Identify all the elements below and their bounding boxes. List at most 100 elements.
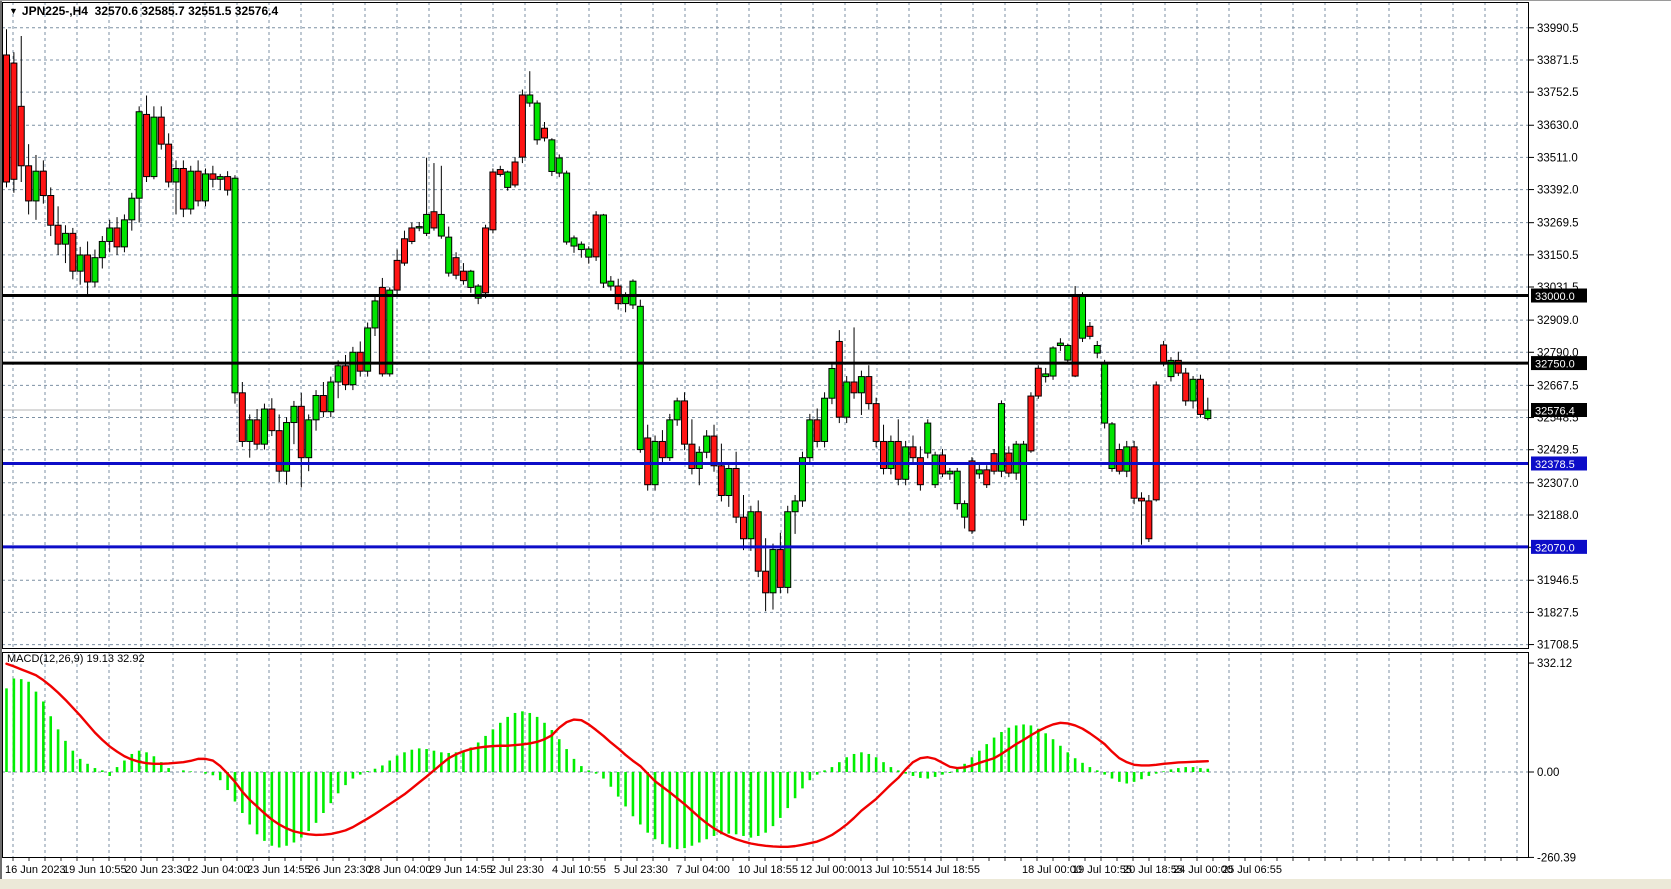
candle-body bbox=[909, 446, 917, 459]
candle-body bbox=[312, 395, 320, 421]
time-axis-label: 14 Jul 18:55 bbox=[920, 864, 980, 876]
symbol-dropdown-icon[interactable]: ▼ bbox=[9, 6, 18, 16]
price-badge bbox=[1531, 403, 1587, 417]
candle-body bbox=[1093, 345, 1101, 354]
candle-body bbox=[570, 237, 578, 247]
candle-body bbox=[165, 143, 173, 183]
candle-body bbox=[187, 170, 195, 210]
price-axis-label: 32429.5 bbox=[1537, 445, 1579, 457]
candle-body bbox=[681, 400, 689, 445]
candle-body bbox=[968, 460, 976, 532]
candle-body bbox=[224, 176, 232, 191]
candle-body bbox=[1167, 359, 1175, 378]
price-axis-label: 33392.0 bbox=[1537, 185, 1579, 197]
candle-body bbox=[1027, 395, 1035, 452]
quote-values: 32570.6 32585.7 32551.5 32576.4 bbox=[94, 4, 279, 18]
candle-body bbox=[194, 170, 202, 202]
candle-body bbox=[489, 171, 497, 231]
price-axis-label: 33150.5 bbox=[1537, 250, 1579, 262]
candle-body bbox=[349, 351, 357, 386]
candle-body bbox=[106, 227, 114, 242]
candle-body bbox=[201, 173, 209, 202]
price-axis-label: 31827.5 bbox=[1537, 607, 1579, 619]
candle-body bbox=[644, 437, 652, 486]
candle-body bbox=[518, 94, 526, 158]
candle-body bbox=[400, 238, 408, 264]
candle-body bbox=[894, 440, 902, 480]
candle-body bbox=[1174, 359, 1182, 374]
candle-body bbox=[703, 435, 711, 453]
time-axis-label: 18 Jul 00:00 bbox=[1022, 864, 1082, 876]
price-axis-label: 32667.5 bbox=[1537, 380, 1579, 392]
candle-body bbox=[710, 435, 718, 467]
candle-body bbox=[1137, 497, 1145, 502]
candle-body bbox=[76, 254, 84, 272]
candle-body bbox=[629, 280, 637, 306]
candle-body bbox=[319, 395, 327, 413]
candle-body bbox=[850, 381, 858, 394]
candle-body bbox=[260, 408, 268, 445]
candle-body bbox=[467, 270, 475, 288]
candle-body bbox=[128, 197, 136, 221]
time-axis-label: 26 Jun 23:30 bbox=[308, 864, 372, 876]
candle-body bbox=[378, 286, 386, 375]
candle-body bbox=[334, 365, 342, 383]
time-axis-label: 19 Jul 10:55 bbox=[1072, 864, 1132, 876]
candle-body bbox=[246, 419, 254, 442]
candle-body bbox=[798, 457, 806, 502]
candle-body bbox=[1182, 372, 1190, 402]
candle-body bbox=[327, 381, 335, 413]
candle-body bbox=[209, 173, 217, 180]
candle-body bbox=[1101, 362, 1109, 424]
candle-body bbox=[835, 340, 843, 418]
candle-body bbox=[69, 232, 77, 272]
candle-body bbox=[415, 226, 423, 229]
candle-body bbox=[1108, 423, 1116, 469]
candle-body bbox=[283, 422, 291, 472]
price-axis-label: 32188.0 bbox=[1537, 510, 1579, 522]
candle-body bbox=[474, 285, 482, 299]
candle-body bbox=[695, 451, 703, 469]
main-panel-border bbox=[2, 2, 1529, 649]
candle-body bbox=[754, 511, 762, 572]
candle-body bbox=[290, 405, 298, 424]
candle-body bbox=[253, 419, 261, 445]
candle-body bbox=[526, 94, 534, 104]
candle-body bbox=[238, 392, 246, 442]
time-axis-label: 13 Jul 10:55 bbox=[860, 864, 920, 876]
candle-body bbox=[1145, 500, 1153, 540]
candle-body bbox=[924, 422, 932, 454]
candle-body bbox=[1123, 446, 1131, 472]
candle-body bbox=[599, 214, 607, 284]
candle-body bbox=[25, 165, 33, 202]
price-axis-label: 33269.5 bbox=[1537, 218, 1579, 230]
macd-axis-label: -260.39 bbox=[1537, 852, 1576, 864]
candle-body bbox=[1204, 409, 1212, 419]
candle-body bbox=[857, 376, 865, 394]
price-axis-label: 31946.5 bbox=[1537, 575, 1579, 587]
candle-body bbox=[740, 516, 747, 540]
symbol-period-label: JPN225-,H4 bbox=[21, 4, 88, 18]
candle-body bbox=[342, 365, 350, 386]
candle-body bbox=[150, 116, 158, 178]
candle-body bbox=[577, 243, 585, 251]
candle-body bbox=[592, 214, 600, 258]
price-badge bbox=[1531, 539, 1587, 554]
candle-body bbox=[275, 430, 283, 472]
candle-body bbox=[776, 549, 784, 588]
candle-body bbox=[135, 111, 143, 199]
candle-body bbox=[120, 219, 128, 248]
candle-body bbox=[39, 170, 47, 197]
price-axis-label: 32909.0 bbox=[1537, 315, 1579, 327]
macd-panel-border bbox=[2, 652, 1529, 858]
candle-body bbox=[673, 400, 681, 421]
candle-body bbox=[1079, 295, 1087, 339]
candle-body bbox=[725, 467, 733, 497]
time-axis-label: 20 Jul 18:55 bbox=[1123, 864, 1183, 876]
candle-body bbox=[666, 419, 674, 459]
candle-body bbox=[762, 570, 770, 594]
time-axis-label: 7 Jul 04:00 bbox=[676, 864, 730, 876]
candle-body bbox=[1196, 378, 1204, 415]
time-axis-label: 5 Jul 23:30 bbox=[614, 864, 668, 876]
